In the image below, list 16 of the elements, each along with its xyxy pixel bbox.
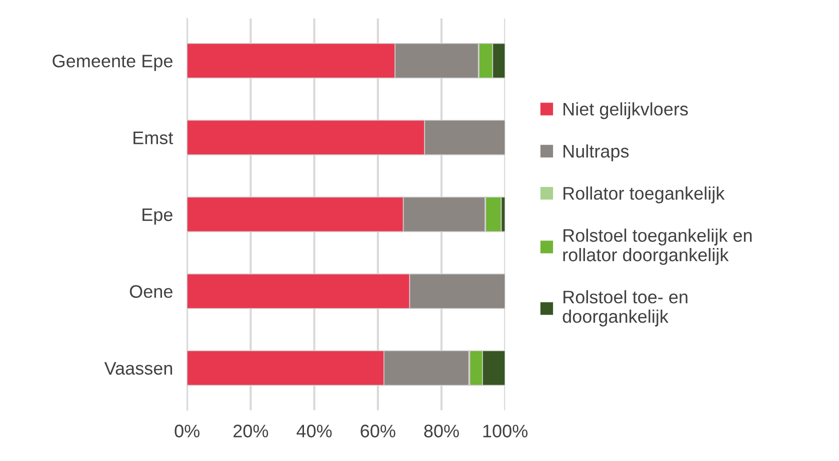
legend-label: Nultraps (564, 144, 629, 162)
y-tick-label: Emst (134, 132, 174, 144)
x-tick-label: 80% (424, 424, 459, 438)
legend-label: Rollator toegankelijk (564, 186, 725, 204)
y-tick-label: Epe (142, 208, 172, 225)
y-tick-label: Oene (130, 285, 172, 298)
legend-label: Niet gelijkvloers (564, 102, 688, 120)
x-tick-label: 40% (296, 424, 332, 438)
x-tick-label: 0% (174, 424, 200, 438)
x-tick-label: 20% (234, 424, 268, 438)
y-tick-label: Vaassen (104, 362, 172, 375)
x-tick-label: 100% (483, 424, 528, 438)
y-tick-label: Gemeente Epe (52, 54, 172, 71)
legend-label: Rolstoel toe- en doorgankelijk (562, 290, 688, 326)
x-tick-label: 60% (360, 424, 396, 438)
legend-label: Rolstoel toegankelijk en rollator doorgankelijk (563, 228, 752, 265)
